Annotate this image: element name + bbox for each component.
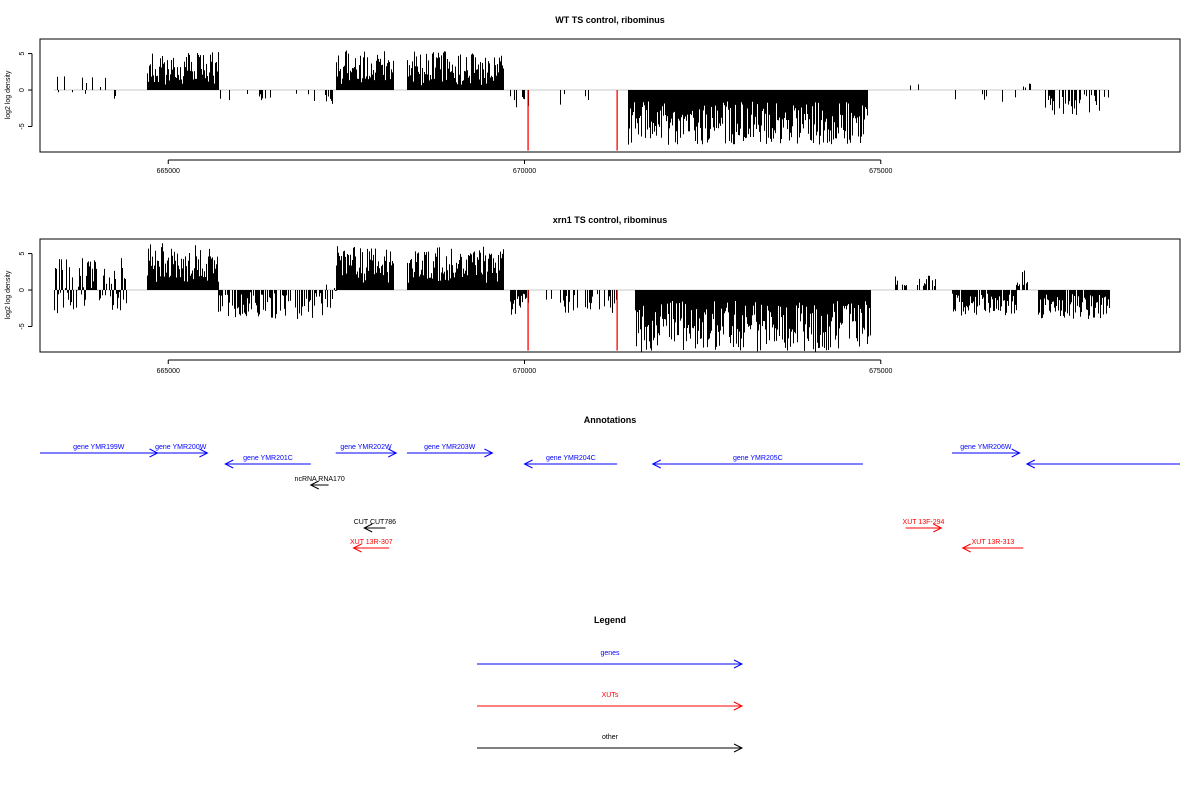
xrn1-y-axis-label: log2 log density [5,270,12,319]
xrn1-x-axis: 665000 670000 675000 [157,359,893,375]
feature-label: CUT CUT786 [354,519,396,526]
feature-cut-cut786: CUT CUT786 [354,519,396,533]
wt-y-tick-label: 5 [19,52,26,56]
xrn1-panel-title: xrn1 TS control, ribominus [553,215,668,225]
legend-arrowhead [733,701,744,711]
feature-label: gene YMR203W [424,444,476,451]
wt-x-tick-label: 665000 [157,168,180,175]
wt-coverage-bars [57,50,1109,145]
feature-arrowhead [363,523,373,533]
xrn1-y-axis: -5 0 5 [19,252,33,330]
feature-arrowhead [961,543,971,553]
feature-gene-ymr202w: gene YMR202W [335,444,398,458]
xrn1-highlight-marks [527,290,618,351]
feature-xut-13r-307: XUT 13R-307 [350,539,393,553]
feature-arrowhead [352,543,362,553]
wt-y-axis: -5 0 5 [19,52,33,130]
legend-arrowhead [733,743,744,753]
xrn1-plot-frame [39,238,1181,353]
feature-arrowhead [1025,459,1036,469]
feature-gene-ymr203w: gene YMR203W [406,444,494,458]
legend-item-other: other [477,734,744,753]
xrn1-y-tick-label: -5 [19,323,26,329]
feature-label: XUT 13R-307 [350,539,393,546]
legend-items: genes XUTs other [477,650,744,753]
feature-unlabeled-gene [1025,459,1180,469]
legend-label: XUTs [602,692,619,699]
wt-y-axis-label: log2 log density [5,70,12,119]
legend-title: Legend [594,615,626,625]
feature-xut-13f-294: XUT 13F-294 [903,519,945,533]
feature-arrowhead [651,459,661,469]
xrn1-y-tick-label: 5 [19,252,26,256]
feature-gene-ymr206w: gene YMR206W [952,444,1021,458]
feature-xut-13r-313: XUT 13R-313 [961,539,1024,553]
feature-gene-ymr199w: gene YMR199W [40,444,159,458]
feature-gene-ymr200w: gene YMR200W [154,444,209,458]
wt-panel-title: WT TS control, ribominus [555,15,665,25]
feature-arrowhead [224,459,234,469]
feature-arrowhead [933,523,943,533]
feature-arrowhead [199,448,209,458]
feature-arrowhead [388,448,398,458]
feature-label: gene YMR201C [243,455,293,462]
xrn1-y-tick-label: 0 [19,288,26,292]
wt-y-tick-label: 0 [19,88,26,92]
xrn1-coverage-bars [54,243,1110,352]
wt-plot-frame [39,38,1181,153]
feature-ncrna-rna170: ncRNA RNA170 [295,476,345,490]
feature-gene-ymr205c: gene YMR205C [651,455,863,469]
annotations-title: Annotations [584,415,637,425]
feature-gene-ymr204c: gene YMR204C [523,455,618,469]
wt-y-tick-label: -5 [19,123,26,129]
xrn1-x-tick-label: 665000 [157,368,180,375]
wt-x-axis: 665000 670000 675000 [157,159,893,175]
legend-item-genes: genes [477,650,744,669]
feature-arrowhead [523,459,533,469]
feature-arrows: gene YMR199W gene YMR200W gene YMR201C gene… [40,444,1180,553]
legend-label: genes [600,650,620,657]
feature-label: gene YMR200W [155,444,207,451]
legend-label: other [602,734,619,741]
feature-label: XUT 13R-313 [972,539,1015,546]
feature-arrowhead [1011,448,1021,458]
feature-arrowhead [309,480,319,490]
feature-label: XUT 13F-294 [903,519,945,526]
feature-label: gene YMR204C [546,455,596,462]
wt-x-tick-label: 675000 [869,168,892,175]
feature-label: gene YMR205C [733,455,783,462]
xrn1-coverage-panel: xrn1 TS control, ribominus log2 log dens… [5,215,1181,375]
legend-arrowhead [733,659,744,669]
feature-label: gene YMR199W [73,444,125,451]
feature-label: gene YMR202W [340,444,392,451]
feature-label: gene YMR206W [960,444,1012,451]
wt-coverage-panel: WT TS control, ribominus log2 log densit… [5,15,1181,175]
feature-gene-ymr201c: gene YMR201C [224,455,311,469]
legend: Legend genes XUTs other [477,615,744,753]
feature-label: ncRNA RNA170 [295,476,345,483]
wt-x-tick-label: 670000 [513,168,536,175]
xrn1-x-tick-label: 675000 [869,368,892,375]
feature-arrowhead [484,448,494,458]
annotations-track: Annotations gene YMR199W gene YMR200Wgene… [40,415,1180,553]
wt-highlight-marks [527,90,618,151]
legend-item-xuts: XUTs [477,692,744,711]
xrn1-x-tick-label: 670000 [513,368,536,375]
